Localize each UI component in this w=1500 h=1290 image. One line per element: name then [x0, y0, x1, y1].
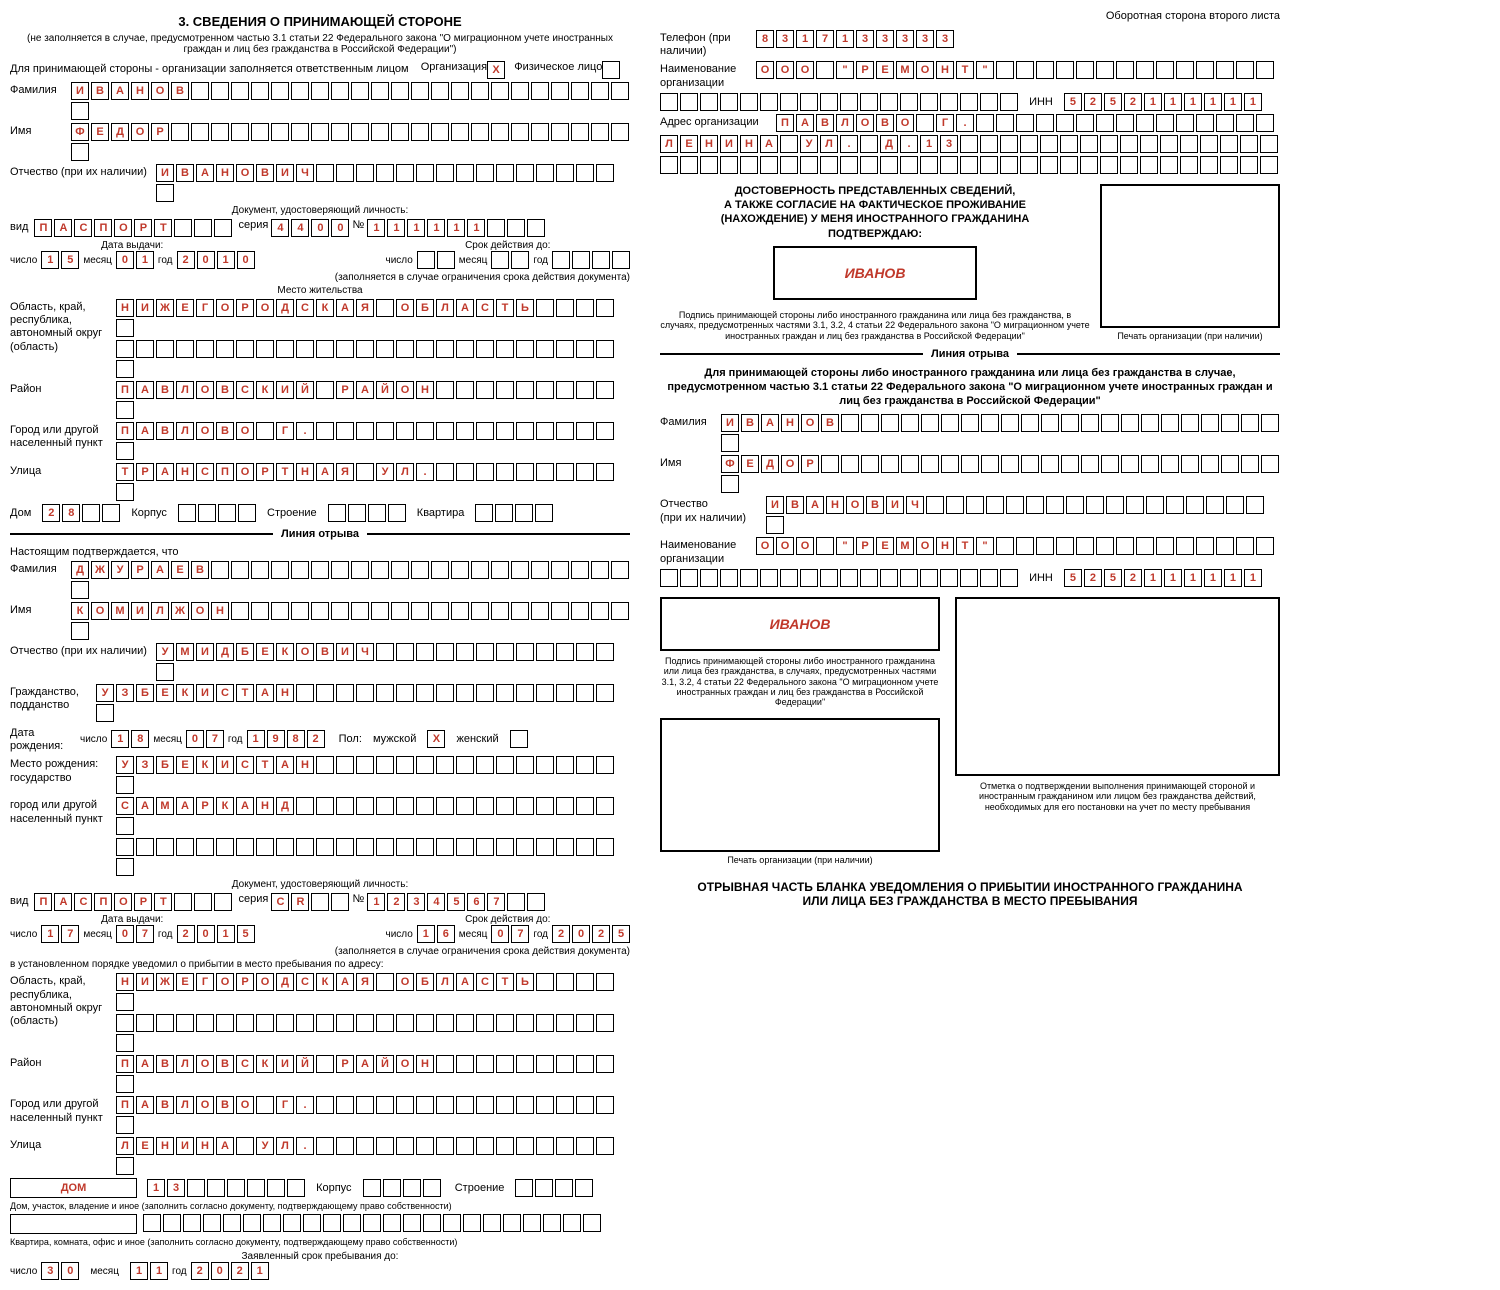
phone-label: Телефон (при наличии) — [660, 30, 756, 58]
stub2-signature[interactable]: ИВАНОВ — [660, 597, 940, 651]
patr-label: Отчество (при их наличии) — [10, 164, 156, 179]
stamp-label: Печать организации (при наличии) — [1100, 331, 1280, 342]
series-boxes[interactable]: 4400 — [271, 219, 349, 237]
vid-label: вид — [10, 219, 34, 234]
stamp-box — [1100, 184, 1280, 328]
arrival-note: в установленном порядке уведомил о прибы… — [10, 959, 630, 970]
mark-note: Отметка о подтверждении выполнения прини… — [955, 781, 1280, 812]
mark-box — [955, 597, 1280, 776]
orgname-boxes[interactable]: ООО "РЕМОНТ" — [756, 61, 1274, 79]
orgname-label: Наименование организации — [660, 61, 756, 89]
footer2: ИЛИ ЛИЦА БЕЗ ГРАЖДАНСТВА В МЕСТО ПРЕБЫВА… — [660, 894, 1280, 908]
valid-note: (заполняется в случае ограничения срока … — [10, 272, 630, 283]
org-label: Организация — [421, 61, 487, 73]
sig-note: Подпись принимающей стороны либо иностра… — [660, 310, 1090, 341]
district-boxes[interactable]: ПАВЛОВСКИЙ РАЙОН — [116, 381, 630, 419]
footer1: ОТРЫВНАЯ ЧАСТЬ БЛАНКА УВЕДОМЛЕНИЯ О ПРИБ… — [660, 880, 1280, 894]
tear-label: Линия отрыва — [281, 528, 359, 540]
org-checkbox[interactable]: X — [487, 61, 505, 79]
district-label: Район — [10, 381, 116, 396]
org-line: Для принимающей стороны - организации за… — [10, 61, 415, 76]
section3-subtitle: (не заполняется в случае, предусмотренно… — [10, 33, 630, 55]
city-boxes[interactable]: ПАВЛОВО Г. — [116, 422, 630, 460]
doc-hdr: Документ, удостоверяющий личность: — [10, 205, 630, 216]
region-label: Область, край, республика, автономный ок… — [10, 299, 116, 354]
house-label: Дом — [10, 507, 31, 519]
name-boxes[interactable]: ФЕДОР — [71, 123, 630, 161]
korpus-label: Корпус — [131, 507, 166, 519]
vid-boxes[interactable]: ПАСПОРТ — [34, 219, 232, 237]
name-label: Имя — [10, 123, 71, 138]
city-label: Город или другой населенный пункт — [10, 422, 116, 450]
street-boxes[interactable]: ТРАНСПОРТНАЯ УЛ. — [116, 463, 630, 501]
phone-boxes[interactable]: 8317133333 — [756, 30, 954, 48]
surname-label: Фамилия — [10, 82, 71, 97]
dom-type[interactable]: ДОМ — [10, 1178, 137, 1198]
region-boxes[interactable]: НИЖЕГОРОДСКАЯ ОБЛАСТЬ — [116, 299, 630, 337]
phys-label: Физическое лицо — [514, 61, 602, 73]
street-label: Улица — [10, 463, 116, 478]
stub2-header: Для принимающей стороны либо иностранног… — [660, 366, 1280, 409]
confirm-line: Настоящим подтверждается, что — [10, 546, 630, 558]
series-label: серия — [239, 219, 269, 231]
num-label: № — [353, 219, 365, 231]
surname-boxes[interactable]: ИВАНОВ — [71, 82, 630, 120]
num-boxes[interactable]: 111111 — [367, 219, 545, 237]
phys-checkbox[interactable] — [602, 61, 620, 79]
residence-hdr: Место жительства — [10, 285, 630, 296]
section3-title: 3. СВЕДЕНИЯ О ПРИНИМАЮЩЕЙ СТОРОНЕ — [10, 14, 630, 29]
stub2-stamp-box — [660, 718, 940, 852]
backside-label: Оборотная сторона второго листа — [660, 10, 1280, 22]
issue-hdr: Дата выдачи: — [10, 240, 255, 251]
stroenie-label: Строение — [267, 507, 317, 519]
addr-label: Адрес организации — [660, 114, 776, 129]
inn-boxes[interactable]: 5252111111 — [1064, 93, 1262, 111]
valid-hdr: Срок действия до: — [385, 240, 630, 251]
inn-label: ИНН — [1029, 96, 1053, 108]
kvartira-label: Квартира — [417, 507, 465, 519]
patr-boxes[interactable]: ИВАНОВИЧ — [156, 164, 630, 202]
signature-box[interactable]: ИВАНОВ — [773, 246, 977, 300]
